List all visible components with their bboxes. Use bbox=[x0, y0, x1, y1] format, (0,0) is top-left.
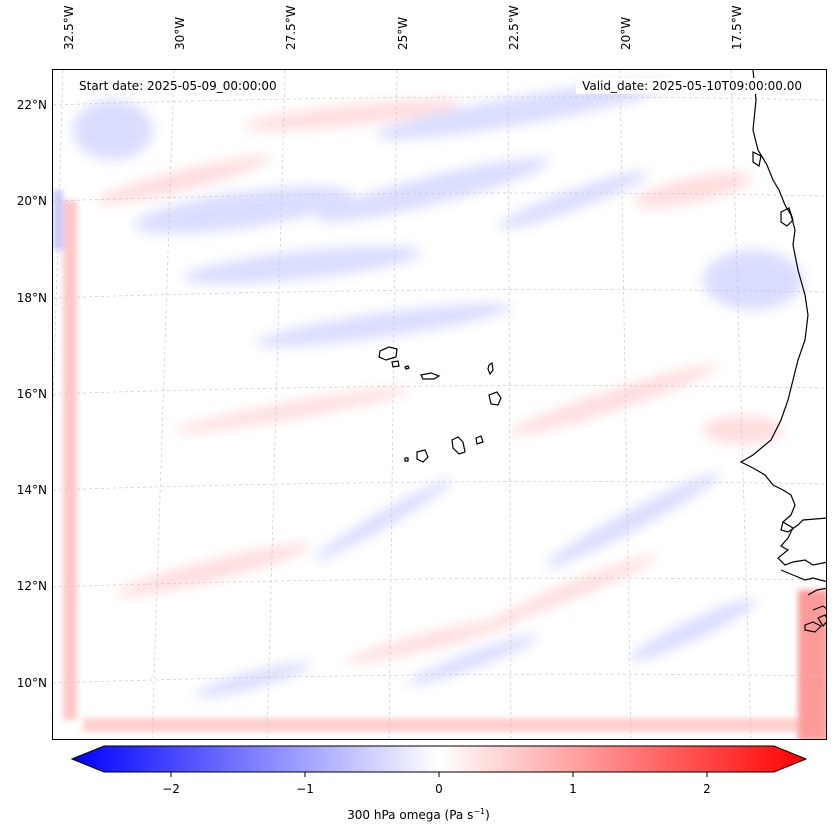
colorbar bbox=[70, 745, 808, 777]
lat-label-10n: 10°N bbox=[16, 676, 47, 690]
lon-label-20w: 20°W bbox=[619, 16, 633, 50]
colorbar-label: 300 hPa omega (Pa s−1) bbox=[347, 807, 490, 822]
omega-field-map bbox=[53, 70, 826, 739]
lat-label-14n: 14°N bbox=[16, 483, 47, 497]
lat-label-20n: 20°N bbox=[16, 194, 47, 208]
valid-date-label: Valid_date: 2025-05-10T09:00:00.00 bbox=[576, 78, 806, 94]
lon-label-25w: 25°W bbox=[396, 16, 410, 50]
cape-verde-islands bbox=[378, 346, 502, 463]
coastline bbox=[739, 70, 826, 633]
lon-label-30w: 30°W bbox=[173, 16, 187, 50]
graticule bbox=[53, 70, 826, 739]
boundary-shading bbox=[53, 190, 826, 739]
colorbar-tick-label: −1 bbox=[296, 782, 314, 796]
colorbar-gradient bbox=[70, 745, 808, 773]
lon-label-22-5w: 22.5°W bbox=[507, 5, 521, 50]
lon-label-17-5w: 17.5°W bbox=[730, 5, 744, 50]
colorbar-tick-label: 1 bbox=[569, 782, 577, 796]
colorbar-tick-label: −2 bbox=[162, 782, 180, 796]
lon-label-32-5w: 32.5°W bbox=[62, 5, 76, 50]
lat-label-12n: 12°N bbox=[16, 579, 47, 593]
lon-label-27-5w: 27.5°W bbox=[284, 5, 298, 50]
colorbar-tick-label: 0 bbox=[435, 782, 443, 796]
omega-shading bbox=[73, 80, 803, 698]
start-date-label: Start date: 2025-05-09_00:00:00 bbox=[73, 78, 281, 94]
lat-label-18n: 18°N bbox=[16, 291, 47, 305]
lat-label-16n: 16°N bbox=[16, 387, 47, 401]
colorbar-tick-label: 2 bbox=[703, 782, 711, 796]
lat-label-22n: 22°N bbox=[16, 98, 47, 112]
map-panel[interactable]: Start date: 2025-05-09_00:00:00 Valid_da… bbox=[52, 69, 827, 740]
